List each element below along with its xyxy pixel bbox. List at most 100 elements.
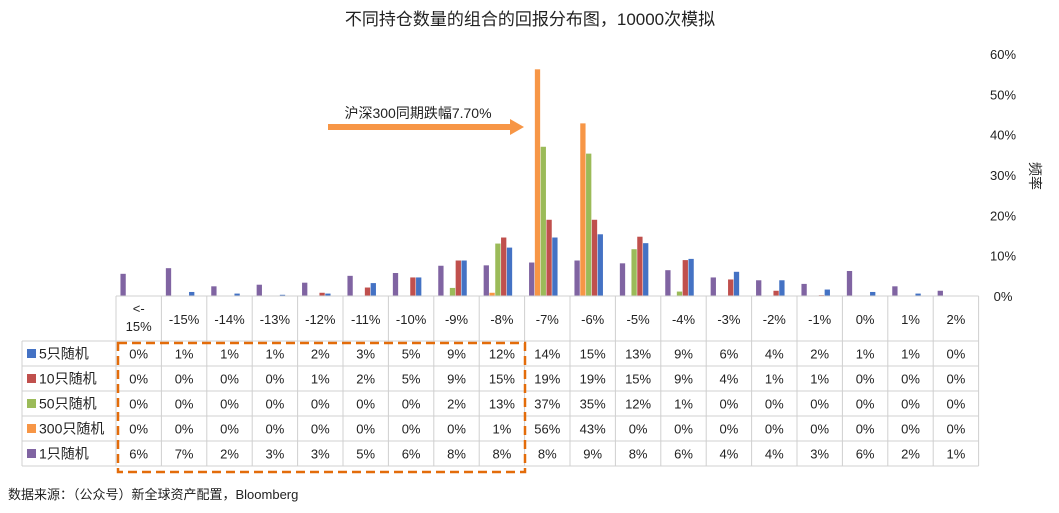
table-cell: 1%	[947, 447, 966, 462]
table-cell: 56%	[534, 422, 560, 437]
table-cell: 19%	[580, 372, 606, 387]
bar	[302, 282, 308, 296]
bar	[574, 260, 580, 296]
table-cell: 8%	[538, 447, 557, 462]
bar	[801, 283, 807, 296]
x-tick-label: -15%	[169, 312, 200, 327]
table-cell: 13%	[625, 347, 651, 362]
source-note: 数据来源：（公众号）新全球资产配置，Bloomberg	[8, 487, 298, 502]
x-tick-label: -4%	[672, 312, 696, 327]
table-cell: 6%	[402, 447, 421, 462]
x-tick-label: -3%	[717, 312, 741, 327]
legend-swatch	[27, 424, 36, 433]
y-axis-label: 频率	[1027, 162, 1043, 190]
table-cell: 1%	[810, 372, 829, 387]
bar	[234, 293, 240, 296]
bar	[416, 277, 422, 296]
legend-swatch	[27, 399, 36, 408]
table-cell: 1%	[493, 422, 512, 437]
table-cell: 9%	[447, 372, 466, 387]
bar	[319, 292, 325, 296]
x-tick-label: -10%	[396, 312, 427, 327]
bar	[915, 293, 921, 296]
table-cell: 3%	[311, 447, 330, 462]
table-cell: 1%	[175, 347, 194, 362]
legend-swatch	[27, 349, 36, 358]
bar	[688, 258, 694, 296]
bar	[665, 270, 671, 296]
table-cell: 0%	[810, 422, 829, 437]
bar	[779, 280, 785, 296]
data-table: <- 15% -15% -14% -13% -12% -11% -10% -9% -8% -7% -6…	[21, 295, 980, 467]
bar	[546, 219, 552, 296]
bar	[937, 290, 943, 296]
bar	[846, 270, 853, 296]
x-tick-label: -1%	[808, 312, 832, 327]
table-cell: 37%	[534, 397, 560, 412]
table-cell: 0%	[720, 397, 739, 412]
table-cell: 0%	[266, 397, 285, 412]
x-tick-label: -5%	[627, 312, 651, 327]
table-cell: 1%	[765, 372, 784, 387]
legend-label: 50只随机	[39, 396, 97, 412]
table-cell: 0%	[947, 397, 966, 412]
table-cell: 0%	[810, 397, 829, 412]
table-cell: 8%	[493, 447, 512, 462]
bar	[364, 287, 371, 296]
bar	[773, 290, 779, 296]
table-cell: 3%	[810, 447, 829, 462]
bar	[449, 287, 456, 296]
table-cell: 0%	[220, 372, 239, 387]
table-cell: 9%	[674, 372, 693, 387]
bar	[643, 243, 649, 296]
table-cell: 4%	[720, 372, 739, 387]
bar	[529, 262, 535, 296]
table-cell: 14%	[534, 347, 560, 362]
table-cell: 0%	[175, 397, 194, 412]
bar	[591, 219, 598, 296]
bar	[631, 249, 637, 296]
bar	[392, 273, 399, 296]
table-cell: 35%	[580, 397, 606, 412]
table-cell: 12%	[625, 397, 651, 412]
table-cell: 6%	[129, 447, 148, 462]
table-cell: 0%	[901, 422, 920, 437]
x-tick-label: -9%	[445, 312, 469, 327]
table-cell: 0%	[129, 347, 148, 362]
table-cell: 1%	[856, 347, 875, 362]
bar	[501, 237, 507, 296]
table-cell: 15%	[489, 372, 515, 387]
bar	[279, 294, 286, 296]
bar	[682, 260, 688, 296]
table-cell: 8%	[629, 447, 648, 462]
legend-label: 300只随机	[39, 421, 104, 437]
table-cell: 0%	[947, 372, 966, 387]
table-cell: 0%	[765, 422, 784, 437]
highlight-box	[116, 341, 527, 474]
x-tick-label: -8%	[490, 312, 514, 327]
bar	[728, 279, 734, 296]
bar	[824, 289, 830, 296]
x-tick-label: -7%	[536, 312, 560, 327]
y-tick-label: 30%	[990, 168, 1016, 183]
bar	[733, 271, 740, 296]
table-cell: 0%	[856, 397, 875, 412]
table-cell: 5%	[356, 447, 375, 462]
bar	[370, 283, 376, 296]
table-cell: 5%	[402, 347, 421, 362]
bar	[489, 292, 495, 296]
table-cell: 1%	[674, 397, 693, 412]
table-cell: 0%	[901, 372, 920, 387]
table-cell: 15%	[625, 372, 651, 387]
table-cell: 0%	[901, 397, 920, 412]
bar	[506, 247, 513, 296]
chart-title: 不同持仓数量的组合的回报分布图，10000次模拟	[345, 10, 715, 29]
table-cell: 9%	[674, 347, 693, 362]
table-cell: 7%	[175, 447, 194, 462]
bar	[189, 291, 195, 296]
table-cell: 0%	[856, 372, 875, 387]
legend-swatch	[27, 374, 36, 383]
x-tick-label: -6%	[581, 312, 605, 327]
legend-label: 1只随机	[39, 446, 89, 462]
